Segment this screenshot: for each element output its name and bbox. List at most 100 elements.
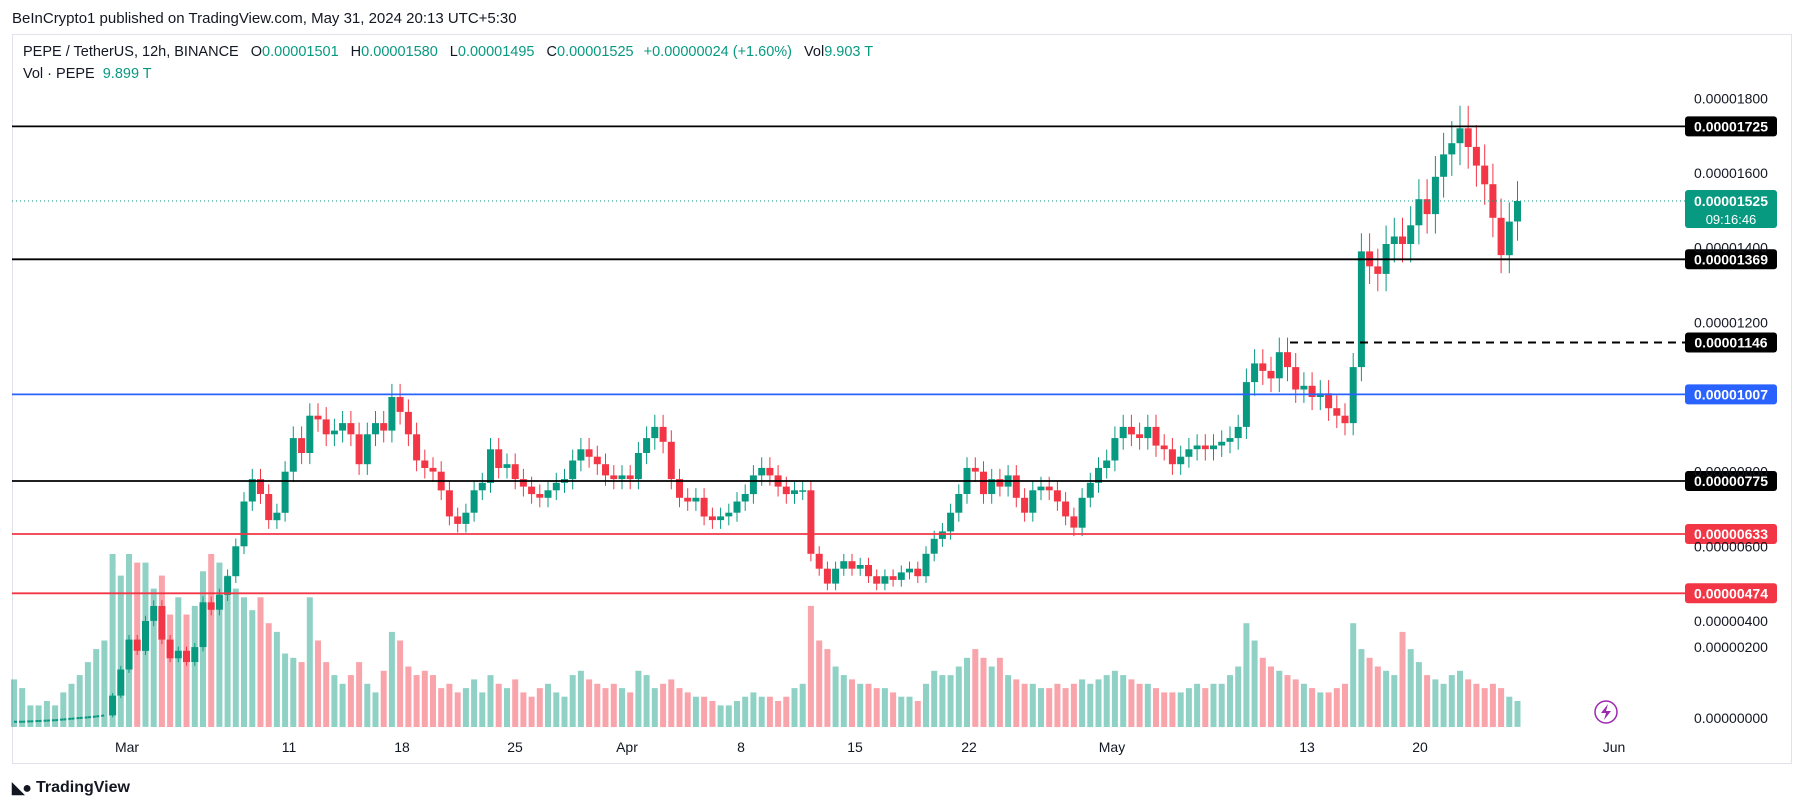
candle-body [462,512,470,524]
x-tick-label: 11 [282,739,297,755]
change-value: +0.00000024 (+1.60%) [643,44,792,60]
volume-bar [758,696,765,727]
volume-bar [898,696,905,727]
candle-body [347,423,355,435]
candle-body [708,516,716,521]
volume-bar [701,696,708,727]
volume-bar [1415,662,1422,727]
candle-body [1497,217,1505,256]
candle-body [183,650,190,662]
volume-bar [504,688,510,727]
low-value: 0.00001495 [457,44,535,60]
x-tick-label: Apr [616,739,638,755]
volume-bar [372,692,379,727]
candle-body [569,460,577,480]
volume-bar [1136,683,1143,728]
symbol-label[interactable]: PEPE / TetherUS, 12h, BINANCE [23,44,239,60]
candle-body [593,456,601,465]
candle-body [125,639,133,670]
volume-bar [676,688,683,727]
candle-body [1374,266,1382,274]
volume-bar [1391,675,1398,727]
volume-bar [1292,679,1299,727]
volume-bar [35,705,42,727]
volume-bar [446,683,453,728]
candle-body [528,486,536,495]
volume-bar [840,675,847,727]
candle-body [823,568,831,584]
volume-bar [191,605,198,727]
volume-bar [265,623,272,727]
candle-body [1399,236,1406,244]
chart-frame[interactable] [12,34,1792,764]
last-price-value: 0.00001525 [1694,193,1768,209]
volume-bar [619,688,625,727]
candle-body [1357,251,1365,368]
volume-bar [1473,683,1480,728]
volume-bar [717,705,724,727]
volume-bar [569,675,576,727]
volume-bar [183,614,190,727]
candle-body [1390,236,1398,244]
y-tick-label: 0.00000400 [1694,613,1768,629]
level-label-bg [1685,332,1777,353]
volume-bar [298,662,305,727]
volume-bar [1029,683,1036,728]
volume-bar [438,688,445,727]
candle-body [1168,449,1176,465]
volume-bar [955,666,962,728]
candle-body [1193,445,1201,450]
volume-bar [1103,675,1110,727]
lightning-icon[interactable] [1594,700,1618,724]
tradingview-logo[interactable]: ◣● TradingView [12,778,130,798]
candle-body [1136,434,1144,438]
candle-body [881,576,889,584]
candle-body [865,565,872,577]
y-tick-label: 0.00001200 [1694,314,1768,330]
x-tick-label: Jun [1603,739,1626,755]
candle-body [495,449,503,468]
candle-body [240,501,248,547]
volume-bar [512,679,519,727]
volume-bar [11,679,17,727]
volume-bar [1153,688,1159,727]
y-tick-label: 0.00000000 [1694,710,1768,726]
volume-bar [495,683,502,728]
volume-bar [890,692,897,727]
volume-bar [1144,683,1151,728]
volume-bar [323,662,330,727]
volume-bar [586,679,593,727]
candle-body [404,411,412,435]
volume-bar [1325,692,1332,727]
volume-bar [594,683,601,728]
candle-body [330,430,338,435]
candle-body [289,438,297,472]
candle-body [938,531,946,539]
y-tick-label: 0.00000200 [1694,639,1768,655]
volume-bar [1498,688,1505,727]
level-label-bg [1685,249,1777,270]
candle-body [142,621,149,651]
volume-bar [1432,679,1439,727]
volume-bar [52,705,59,727]
volume-bar [290,657,297,727]
candle-body [248,479,256,502]
candle-body [1201,445,1209,450]
volume-bar [232,588,239,727]
tradingview-logo-icon: ◣● [12,780,32,797]
volume-bar [405,666,412,728]
candle-body [224,576,232,595]
candle-body [1431,176,1439,215]
volume-bar [799,683,806,728]
y-tick-label: 0.00001400 [1694,240,1768,256]
candle-body [692,497,700,502]
volume-series-label[interactable]: Vol · PEPE [23,66,95,82]
level-label-bg [1685,524,1777,544]
candle-body [1144,426,1152,439]
volume-bar [1013,679,1020,727]
volume-bar [996,657,1003,727]
volume-bar [923,683,929,728]
volume-bar [873,688,880,727]
tradingview-brand: TradingView [35,779,130,796]
